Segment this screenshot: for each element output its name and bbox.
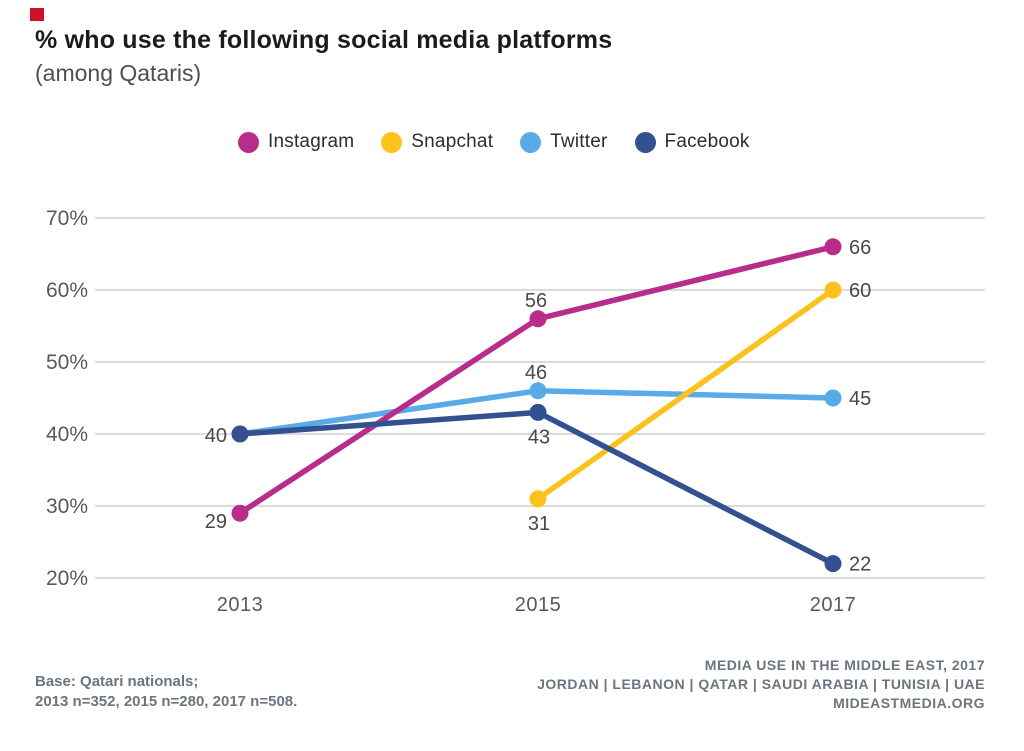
source-note: MEDIA USE IN THE MIDDLE EAST, 2017 JORDA… <box>537 656 985 713</box>
data-point-instagram <box>529 310 547 328</box>
facebook-dot-icon <box>634 131 656 153</box>
data-label-snapchat: 60 <box>849 280 871 302</box>
y-axis-tick-label: 50% <box>46 351 88 374</box>
y-axis-tick-label: 30% <box>46 495 88 518</box>
base-note-line2: 2013 n=352, 2015 n=280, 2017 n=508. <box>35 693 298 710</box>
brand-mark <box>30 8 44 21</box>
base-note: Base: Qatari nationals; 2013 n=352, 2015… <box>35 672 297 712</box>
legend-item-instagram: Instagram <box>238 131 354 153</box>
twitter-dot-icon <box>520 131 542 153</box>
chart-legend: Instagram Snapchat Twitter Facebook <box>238 131 750 153</box>
source-note-line3: MIDEASTMEDIA.ORG <box>833 695 985 711</box>
data-point-twitter <box>824 389 842 407</box>
data-label-facebook: 43 <box>528 426 550 448</box>
x-axis-tick-label: 2013 <box>217 594 264 616</box>
data-label-instagram: 29 <box>205 511 227 533</box>
y-axis-tick-label: 20% <box>46 567 88 590</box>
data-point-snapchat <box>824 281 842 299</box>
legend-item-twitter: Twitter <box>520 131 607 153</box>
source-note-line2: JORDAN | LEBANON | QATAR | SAUDI ARABIA … <box>537 676 985 692</box>
data-label-facebook: 22 <box>849 554 871 576</box>
data-point-instagram <box>231 504 249 522</box>
data-point-facebook <box>529 403 547 421</box>
x-axis-tick-label: 2017 <box>810 594 857 616</box>
x-axis-tick-label: 2015 <box>515 594 562 616</box>
legend-label: Twitter <box>550 131 608 152</box>
legend-item-facebook: Facebook <box>634 131 750 153</box>
data-point-facebook <box>231 425 249 443</box>
chart-subtitle: (among Qataris) <box>35 60 202 86</box>
base-note-line1: Base: Qatari nationals; <box>35 673 199 690</box>
data-label-instagram: 56 <box>525 290 547 312</box>
data-label-instagram: 66 <box>849 237 871 259</box>
data-label-snapchat: 31 <box>528 513 550 535</box>
snapchat-dot-icon <box>381 131 403 153</box>
legend-label: Facebook <box>664 131 750 152</box>
data-point-facebook <box>824 555 842 573</box>
data-point-instagram <box>824 238 842 256</box>
series-line-snapchat <box>535 287 836 502</box>
data-label-facebook: 40 <box>205 425 227 447</box>
legend-label: Instagram <box>268 131 355 152</box>
data-label-twitter: 45 <box>849 388 871 410</box>
instagram-dot-icon <box>238 131 259 153</box>
data-point-snapchat <box>529 490 547 508</box>
chart-title: % who use the following social media pla… <box>35 26 613 54</box>
y-axis-tick-label: 40% <box>46 423 88 446</box>
legend-item-snapchat: Snapchat <box>381 131 493 153</box>
source-note-line1: MEDIA USE IN THE MIDDLE EAST, 2017 <box>704 657 985 673</box>
y-axis-tick-label: 60% <box>46 279 88 302</box>
data-label-twitter: 46 <box>525 362 547 384</box>
data-point-twitter <box>529 382 547 400</box>
y-axis-tick-label: 70% <box>46 207 88 230</box>
legend-label: Snapchat <box>411 131 494 152</box>
